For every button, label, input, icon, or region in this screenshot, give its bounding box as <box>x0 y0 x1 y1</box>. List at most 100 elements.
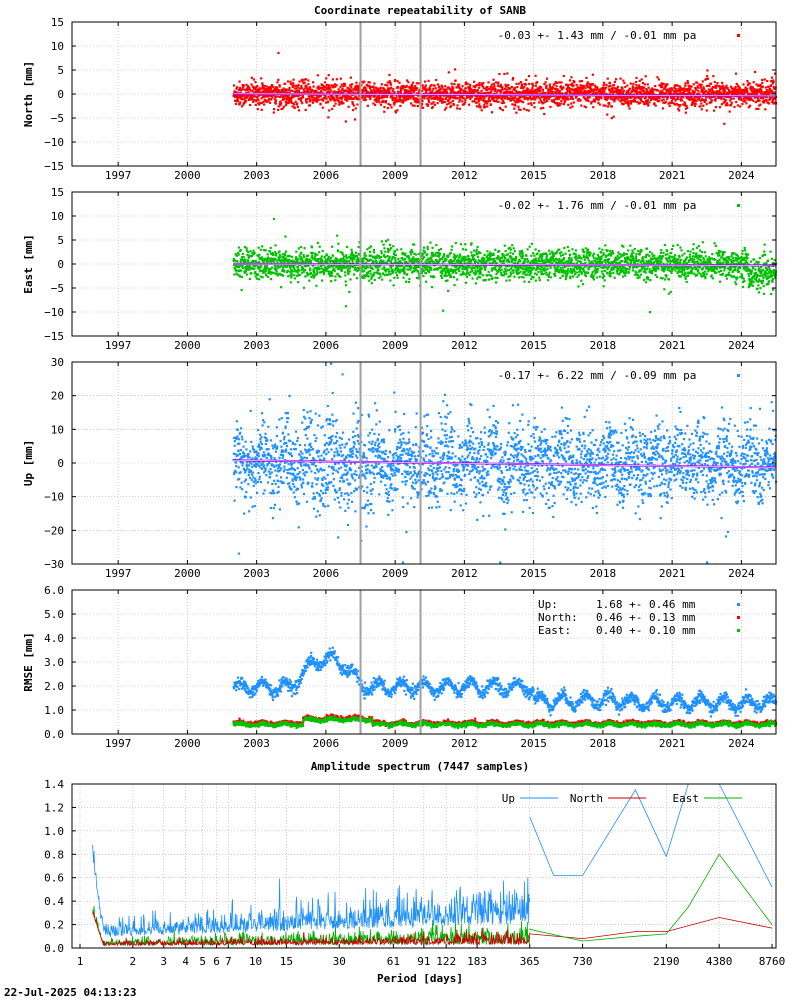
north-point <box>422 86 425 89</box>
north-point <box>555 88 558 91</box>
footer-timestamp: 22-Jul-2025 04:13:23 <box>4 986 136 999</box>
north-point <box>423 94 426 98</box>
east-point <box>262 261 265 264</box>
north-point <box>285 88 288 91</box>
north-point <box>729 99 732 102</box>
north-point <box>312 96 315 99</box>
north-point <box>763 90 767 94</box>
north-point <box>328 109 331 112</box>
east-point <box>409 267 412 270</box>
east-point <box>399 268 402 271</box>
east-point <box>307 264 310 267</box>
north-point <box>434 92 437 95</box>
east-point <box>370 282 373 285</box>
north-point <box>321 98 325 101</box>
north-point <box>477 97 480 100</box>
north-point <box>687 87 691 91</box>
north-point <box>324 95 327 98</box>
north-point <box>511 96 515 99</box>
north-point <box>513 100 516 103</box>
east-point <box>421 267 424 271</box>
east-point <box>257 246 260 249</box>
east-point <box>431 246 434 249</box>
east-point <box>326 261 329 264</box>
east-point <box>473 258 476 261</box>
east-point <box>470 242 473 245</box>
north-point <box>416 105 419 108</box>
north-point <box>444 96 448 99</box>
north-point <box>383 90 387 94</box>
north-point <box>684 107 688 110</box>
north-point <box>394 110 397 113</box>
north-point <box>757 107 760 111</box>
east-point <box>482 258 486 261</box>
north-point <box>509 95 513 98</box>
north-point <box>301 102 304 105</box>
east-point <box>370 266 374 269</box>
north-point <box>598 103 601 106</box>
north-point <box>541 95 544 99</box>
north-point <box>641 95 644 98</box>
north-point <box>683 102 687 105</box>
east-point <box>247 266 251 269</box>
north-point <box>676 95 680 99</box>
north-point <box>502 101 506 104</box>
east-point <box>396 267 399 270</box>
north-point <box>623 99 626 102</box>
east-point <box>384 268 387 271</box>
east-point <box>455 255 458 259</box>
north-point <box>689 92 692 95</box>
north-point <box>717 91 721 95</box>
north-point <box>362 88 365 92</box>
east-point <box>368 279 371 282</box>
east-point <box>519 255 522 258</box>
east-point <box>348 255 351 258</box>
north-point <box>565 83 569 86</box>
north-point <box>647 103 650 106</box>
north-point <box>253 98 256 101</box>
north-point <box>573 89 576 92</box>
north-point <box>467 95 470 99</box>
east-point <box>403 267 406 270</box>
east-point <box>536 259 539 262</box>
north-point <box>377 97 381 100</box>
north-point <box>490 111 494 114</box>
north-point <box>468 103 471 106</box>
north-point <box>468 91 472 95</box>
north-point <box>374 89 377 92</box>
east-point <box>518 253 521 256</box>
north-point <box>420 102 424 106</box>
north-point <box>458 96 462 99</box>
north-point <box>385 90 388 93</box>
east-point <box>284 250 288 253</box>
east-point <box>274 254 278 257</box>
east-point <box>277 256 280 259</box>
north-xtick-label: 2021 <box>659 169 686 182</box>
north-point <box>389 104 392 107</box>
north-point <box>490 83 493 86</box>
east-point <box>297 247 300 250</box>
north-xtick-label: 2018 <box>590 169 617 182</box>
north-point <box>710 99 713 102</box>
north-point <box>652 97 655 101</box>
north-point <box>655 88 658 92</box>
north-point <box>716 82 719 85</box>
east-point <box>491 267 494 270</box>
east-point <box>447 271 451 274</box>
east-point <box>528 245 531 248</box>
north-point <box>305 86 308 89</box>
north-point <box>317 96 320 99</box>
east-point <box>397 261 400 265</box>
north-point <box>596 91 599 94</box>
east-point <box>472 266 476 270</box>
north-point <box>445 88 448 91</box>
north-point <box>691 101 694 104</box>
north-point <box>450 82 453 85</box>
east-point <box>271 252 274 255</box>
north-point <box>612 90 615 93</box>
north-point <box>737 96 741 99</box>
north-point <box>240 105 244 108</box>
north-point <box>643 102 646 105</box>
north-point <box>491 95 495 98</box>
east-point <box>327 257 330 260</box>
